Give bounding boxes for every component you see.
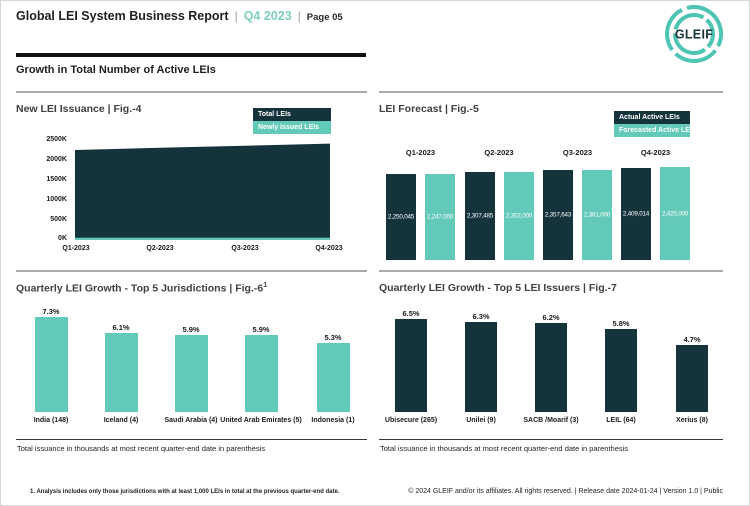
y-tick-label: 1000K — [46, 195, 67, 203]
legend-total-leis: Total LEIs — [253, 108, 331, 121]
fig7-top5-lei-issuers: Quarterly LEI Growth - Top 5 LEI Issuers… — [379, 270, 723, 472]
bar-value-label: 2,425,000 — [661, 210, 689, 217]
fig4-title: New LEI Issuance | Fig.-4 — [16, 103, 142, 115]
percent-label: 6.5% — [402, 309, 420, 318]
forecast-bar: 2,302,000 — [504, 171, 534, 260]
category-label: Unilei (9) — [466, 417, 496, 424]
fig6-note: Total issuance in thousands at most rece… — [17, 444, 266, 453]
forecast-bar: 2,425,000 — [660, 167, 690, 260]
category-bar — [676, 344, 708, 412]
forecast-bar: 2,361,000 — [582, 169, 612, 260]
category-label: Saudi Arabia (4) — [164, 417, 218, 424]
percent-label: 5.9% — [252, 325, 270, 335]
copyright-line: © 2024 GLEIF and/or its affiliates. All … — [408, 488, 723, 495]
percent-label: 5.3% — [324, 333, 342, 343]
fig4-area-chart — [75, 143, 330, 240]
fig5-title: LEI Forecast | Fig.-5 — [379, 103, 479, 115]
legend-newly-issued-leis: Newly Issued LEIs — [253, 121, 331, 134]
fig5-bar-chart: Q1-2023 Q2-2023 Q3-2023 Q4-2023 2,250,045 2,3… — [379, 93, 723, 272]
actual-bar: 2,250,045 — [386, 173, 416, 260]
bar-value-label: 2,409,014 — [622, 210, 650, 218]
y-tick-label: 1500K — [46, 175, 67, 183]
fig6-note-divider — [16, 439, 367, 440]
fig4-x-axis: Q1-2023 Q2-2023 Q3-2023 Q4-2023 — [62, 93, 342, 272]
percent-label: 6.1% — [112, 322, 130, 332]
category-bar — [174, 335, 208, 412]
category-bar — [104, 332, 138, 412]
fig6-title: Quarterly LEI Growth - Top 5 Jurisdictio… — [16, 282, 268, 295]
legend-forecasted-active-leis: Forecasted Active LEIs — [614, 124, 696, 137]
percent-label: 6.2% — [542, 313, 560, 323]
category-label: Indonesia (1) — [311, 417, 355, 424]
fig5-lei-forecast: LEI Forecast | Fig.-5 Actual Active LEIs… — [379, 91, 723, 272]
category-label: India (148) — [33, 417, 69, 424]
fig5-legend: Actual Active LEIs Forecasted Active LEI… — [614, 111, 696, 137]
separator: | — [297, 9, 301, 23]
fig6-bar-chart: 7.3% India (148) 6.1% Iceland (4) 5.9% Saudi … — [16, 272, 367, 472]
y-tick-label: 0K — [58, 235, 67, 243]
y-tick-label: 2000K — [46, 156, 67, 164]
x-tick-label: Q2-2023 — [146, 245, 174, 252]
quarter-label: Q3-2023 — [562, 148, 593, 157]
percent-label: 7.3% — [42, 307, 60, 316]
fig7-bar-chart: 6.5% Ubisecure (265) 6.3% Unilei (9) 6.2% SAC… — [379, 272, 723, 472]
fig7-note: Total issuance in thousands at most rece… — [380, 444, 629, 453]
quarter-label: Q1-2023 — [405, 148, 436, 157]
quarter-label: Q2-2023 — [484, 148, 514, 157]
category-bar — [535, 323, 567, 412]
y-tick-label: 2500K — [46, 136, 67, 144]
report-header: Global LEI System Business Report | Q4 2… — [16, 9, 343, 23]
legend-actual-active-leis: Actual Active LEIs — [614, 111, 690, 124]
category-label: United Arab Emirates (5) — [220, 417, 302, 424]
fig4-y-axis: 0K 500K 1000K 1500K 2000K 2500K — [16, 93, 67, 272]
category-bar — [605, 329, 637, 412]
x-tick-label: Q1-2023 — [62, 245, 90, 252]
category-label: Xerius (8) — [676, 417, 708, 424]
separator: | — [234, 9, 238, 23]
forecast-bar: 2,247,000 — [425, 173, 455, 260]
fig4-legend: Total LEIs Newly Issued LEIs — [253, 108, 331, 134]
x-tick-label: Q3-2023 — [231, 245, 259, 252]
percent-label: 4.7% — [683, 334, 701, 344]
category-bar — [395, 319, 427, 412]
percent-label: 6.3% — [472, 311, 490, 321]
actual-bar: 2,409,014 — [621, 167, 651, 260]
bar-value-label: 2,307,485 — [466, 212, 494, 220]
category-label: Ubisecure (265) — [384, 417, 438, 424]
quarter-label: Q4-2023 — [640, 148, 671, 157]
footnote: 1. Analysis includes only those jurisdic… — [30, 489, 340, 495]
header-rule — [16, 53, 366, 57]
actual-bar: 2,357,643 — [543, 169, 573, 260]
total-leis-area — [75, 143, 330, 240]
category-bar — [316, 343, 350, 412]
report-period: Q4 2023 — [243, 9, 292, 23]
bar-value-label: 2,247,000 — [426, 213, 454, 221]
percent-label: 5.8% — [612, 319, 630, 329]
fig6-top5-jurisdictions: Quarterly LEI Growth - Top 5 Jurisdictio… — [16, 270, 367, 472]
bar-value-label: 2,357,643 — [544, 211, 572, 219]
gleif-logo-text: GLEIF — [675, 28, 713, 42]
category-bar — [34, 317, 68, 412]
category-label: LEIL (64) — [606, 417, 636, 424]
fig7-title: Quarterly LEI Growth - Top 5 LEI Issuers… — [379, 282, 617, 294]
actual-bar: 2,307,485 — [465, 171, 495, 260]
x-tick-label: Q4-2023 — [315, 245, 343, 252]
category-label: SACB /Moarif (3) — [523, 417, 579, 424]
fig7-note-divider — [379, 439, 723, 440]
bar-value-label: 2,302,000 — [505, 212, 533, 220]
section-title: Growth in Total Number of Active LEIs — [16, 64, 216, 76]
category-bar — [244, 335, 278, 412]
bar-value-label: 2,361,000 — [583, 211, 611, 219]
category-label: Iceland (4) — [103, 417, 139, 424]
fig4-new-lei-issuance: New LEI Issuance | Fig.-4 Total LEIs New… — [16, 91, 367, 272]
bar-value-label: 2,250,045 — [387, 213, 415, 221]
percent-label: 5.9% — [182, 325, 200, 335]
report-page-number: Page 05 — [306, 12, 343, 23]
category-bar — [465, 321, 497, 412]
gleif-logo-icon: GLEIF — [665, 5, 723, 63]
y-tick-label: 500K — [50, 215, 67, 223]
report-title: Global LEI System Business Report — [16, 9, 229, 23]
newly-issued-leis-strip — [75, 237, 330, 240]
